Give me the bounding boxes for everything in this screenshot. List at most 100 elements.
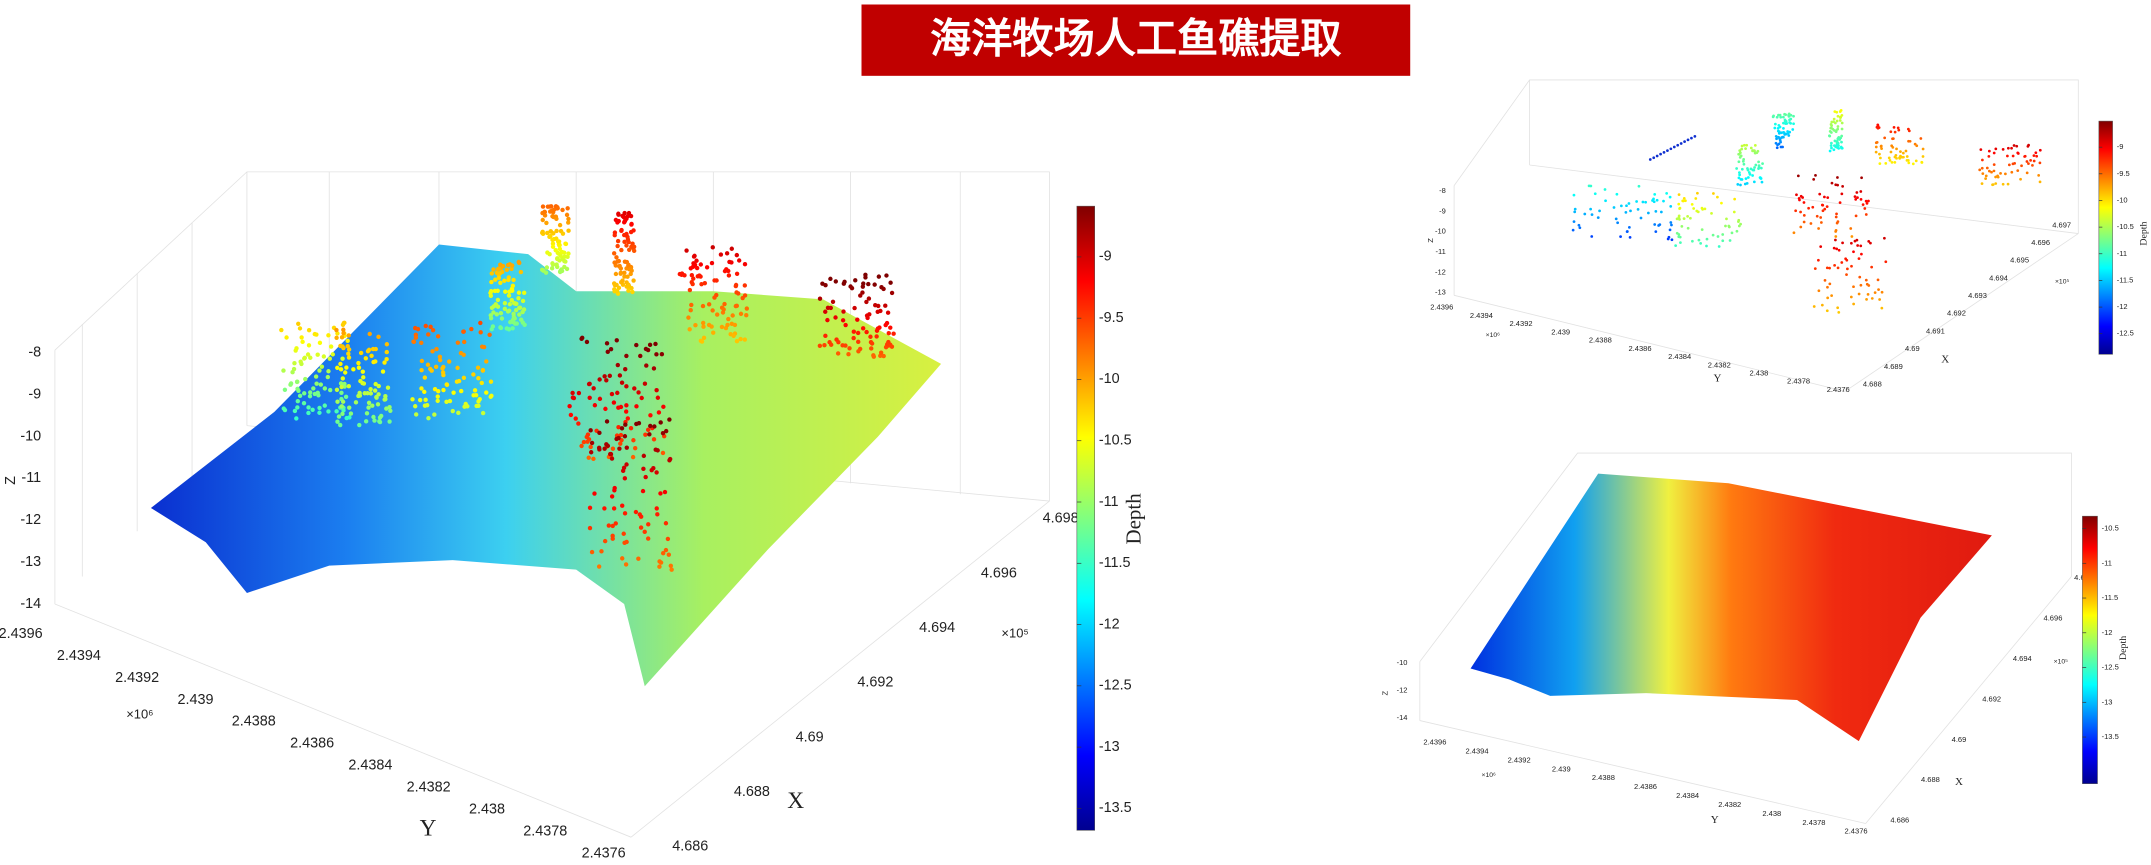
point: [338, 367, 344, 372]
point: [661, 404, 666, 409]
point: [1864, 199, 1868, 203]
y-tick-label: 2.4386: [290, 736, 334, 752]
point: [419, 368, 424, 373]
point: [295, 398, 301, 404]
z-tick-label: -12: [20, 512, 41, 528]
point: [688, 308, 693, 313]
point: [1867, 239, 1871, 243]
y-tick-label: 2.4384: [1668, 352, 1691, 361]
point: [1839, 116, 1842, 120]
point: [423, 397, 428, 403]
point: [1987, 149, 1991, 153]
point: [1692, 207, 1696, 210]
x-tick-label: 4.696: [981, 565, 1017, 581]
point: [618, 441, 623, 446]
x-exponent: ×10⁵: [2054, 658, 2069, 665]
point: [437, 354, 443, 359]
point: [517, 312, 522, 317]
point: [339, 390, 344, 395]
point: [1577, 223, 1581, 227]
point: [1870, 297, 1874, 300]
point: [1746, 167, 1749, 170]
point: [1628, 235, 1632, 239]
axes-grid: [54, 79, 2079, 838]
point: [1985, 166, 1989, 170]
plot: -10 -12 -14 Z 2.4396 2.4394 2.4392 2.439 2.4388 2…: [1381, 515, 2129, 836]
x-tick-label: 4.69: [1952, 735, 1967, 744]
point: [1832, 246, 1836, 250]
point: [836, 339, 841, 345]
point: [1655, 154, 1659, 158]
point: [433, 364, 439, 370]
point: [1859, 190, 1863, 193]
point: [654, 387, 659, 393]
point: [506, 327, 512, 332]
point: [1736, 182, 1740, 186]
colorbar-tick-label: -9.5: [1099, 310, 1124, 326]
point: [1821, 203, 1825, 207]
point: [543, 270, 549, 275]
point: [292, 408, 298, 414]
point: [371, 414, 376, 420]
point: [368, 391, 374, 396]
point: [742, 293, 748, 298]
point: [866, 296, 872, 301]
colorbar-tick-label: -12.5: [2102, 663, 2119, 672]
point: [560, 249, 565, 255]
point: [626, 284, 632, 289]
point: [345, 338, 350, 344]
point: [855, 317, 860, 322]
point: [668, 563, 674, 568]
y-tick-label: 2.439: [177, 692, 213, 708]
point: [871, 354, 877, 359]
point: [710, 308, 715, 313]
point: [478, 330, 483, 335]
y-tick-label: 2.4396: [0, 626, 43, 642]
point: [462, 339, 467, 345]
point: [710, 245, 715, 250]
point: [657, 564, 662, 569]
point: [660, 450, 666, 456]
y-axis-label: Y: [420, 816, 437, 842]
point: [480, 367, 486, 373]
y-tick-label: 2.4386: [1628, 344, 1651, 353]
point: [1735, 167, 1738, 170]
point: [698, 274, 703, 279]
point: [1686, 226, 1690, 230]
point: [1732, 210, 1736, 214]
point: [413, 404, 418, 409]
point: [375, 402, 381, 407]
colorbar-label: Depth: [2118, 636, 2129, 660]
y-exponent: ×10⁶: [1486, 332, 1501, 339]
point: [455, 340, 461, 345]
point: [2010, 170, 2014, 174]
point: [634, 421, 639, 427]
point: [456, 410, 461, 416]
point: [694, 265, 700, 271]
point: [636, 390, 641, 395]
point: [825, 317, 830, 323]
point: [632, 386, 637, 391]
point: [502, 306, 508, 312]
point: [654, 352, 659, 357]
point: [1859, 198, 1863, 201]
point: [694, 258, 699, 263]
y-tick-label: 2.4394: [57, 648, 101, 664]
point: [597, 396, 603, 402]
seabed-surface: [1470, 473, 1992, 742]
point: [1657, 224, 1660, 227]
point: [622, 511, 628, 516]
point: [1784, 122, 1787, 125]
point: [659, 352, 665, 357]
point: [549, 204, 554, 209]
point: [840, 343, 845, 348]
point: [1737, 176, 1741, 180]
x-tick-label: 4.693: [1968, 291, 1987, 300]
point: [2011, 154, 2015, 158]
z-axis-label: Z: [1426, 238, 1435, 243]
colorbar-tick-label: -10.5: [2117, 222, 2134, 231]
point: [338, 381, 344, 386]
point: [1880, 147, 1883, 151]
point: [1836, 220, 1840, 224]
point: [1777, 142, 1781, 146]
